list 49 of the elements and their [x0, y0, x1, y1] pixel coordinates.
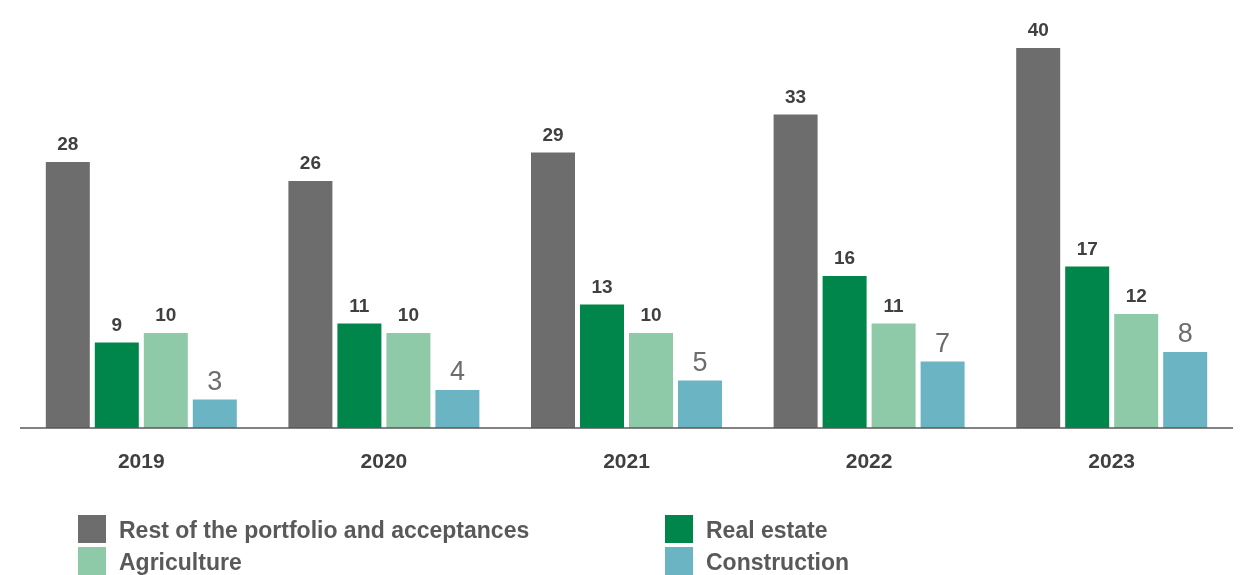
data-label: 4	[449, 356, 465, 386]
bar	[920, 361, 965, 428]
data-label: 9	[111, 313, 123, 335]
bar	[337, 323, 382, 428]
bar	[288, 181, 333, 428]
bar	[94, 342, 139, 428]
data-label: 7	[935, 327, 951, 358]
bar	[435, 390, 480, 428]
data-label: 17	[1076, 237, 1098, 259]
x-tick-label: 2019	[117, 449, 165, 472]
bar	[143, 333, 188, 428]
x-tick-label: 2023	[1088, 449, 1136, 472]
data-label: 12	[1125, 285, 1147, 306]
data-label: 28	[57, 133, 79, 154]
data-label: 11	[349, 294, 370, 316]
bar	[1065, 266, 1110, 428]
legend-label: Construction	[706, 549, 850, 575]
data-label: 29	[542, 123, 564, 145]
data-label: 26	[299, 152, 321, 173]
bar	[1163, 352, 1208, 428]
data-label: 10	[397, 304, 419, 325]
data-label: 5	[692, 346, 708, 377]
data-label: 33	[785, 85, 807, 107]
x-tick-label: 2022	[845, 449, 893, 472]
data-label: 16	[834, 247, 856, 268]
x-tick-label: 2020	[360, 449, 408, 472]
bar	[45, 162, 90, 428]
bar	[678, 380, 722, 428]
bar	[822, 276, 867, 428]
bar	[192, 399, 237, 428]
data-label: 13	[591, 275, 613, 297]
bar	[531, 152, 575, 428]
x-tick-label: 2021	[603, 449, 651, 472]
bar	[871, 323, 916, 428]
data-label: 3	[207, 365, 223, 396]
bar	[386, 333, 431, 428]
legend-label: Real estate	[706, 517, 828, 543]
data-label: 10	[640, 304, 662, 325]
bar	[1114, 314, 1159, 428]
data-label: 40	[1027, 19, 1049, 40]
data-label: 11	[883, 294, 905, 316]
data-label: 10	[155, 304, 177, 325]
bar	[629, 333, 673, 428]
data-label: 8	[1177, 318, 1193, 348]
bar	[580, 304, 624, 428]
legend-label: Agriculture	[119, 549, 242, 575]
bar	[773, 114, 818, 428]
legend-label: Rest of the portfolio and acceptances	[119, 517, 530, 543]
bar	[1016, 48, 1061, 428]
